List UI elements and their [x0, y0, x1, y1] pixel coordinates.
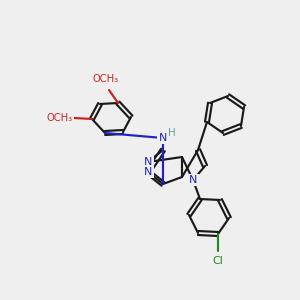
Text: N: N: [159, 133, 167, 143]
Text: OCH₃: OCH₃: [47, 113, 73, 123]
Text: N: N: [144, 167, 152, 177]
Text: N: N: [144, 157, 152, 167]
Text: H: H: [168, 128, 176, 138]
Text: Cl: Cl: [213, 256, 224, 266]
Text: OCH₃: OCH₃: [93, 74, 119, 84]
Text: N: N: [189, 175, 197, 185]
